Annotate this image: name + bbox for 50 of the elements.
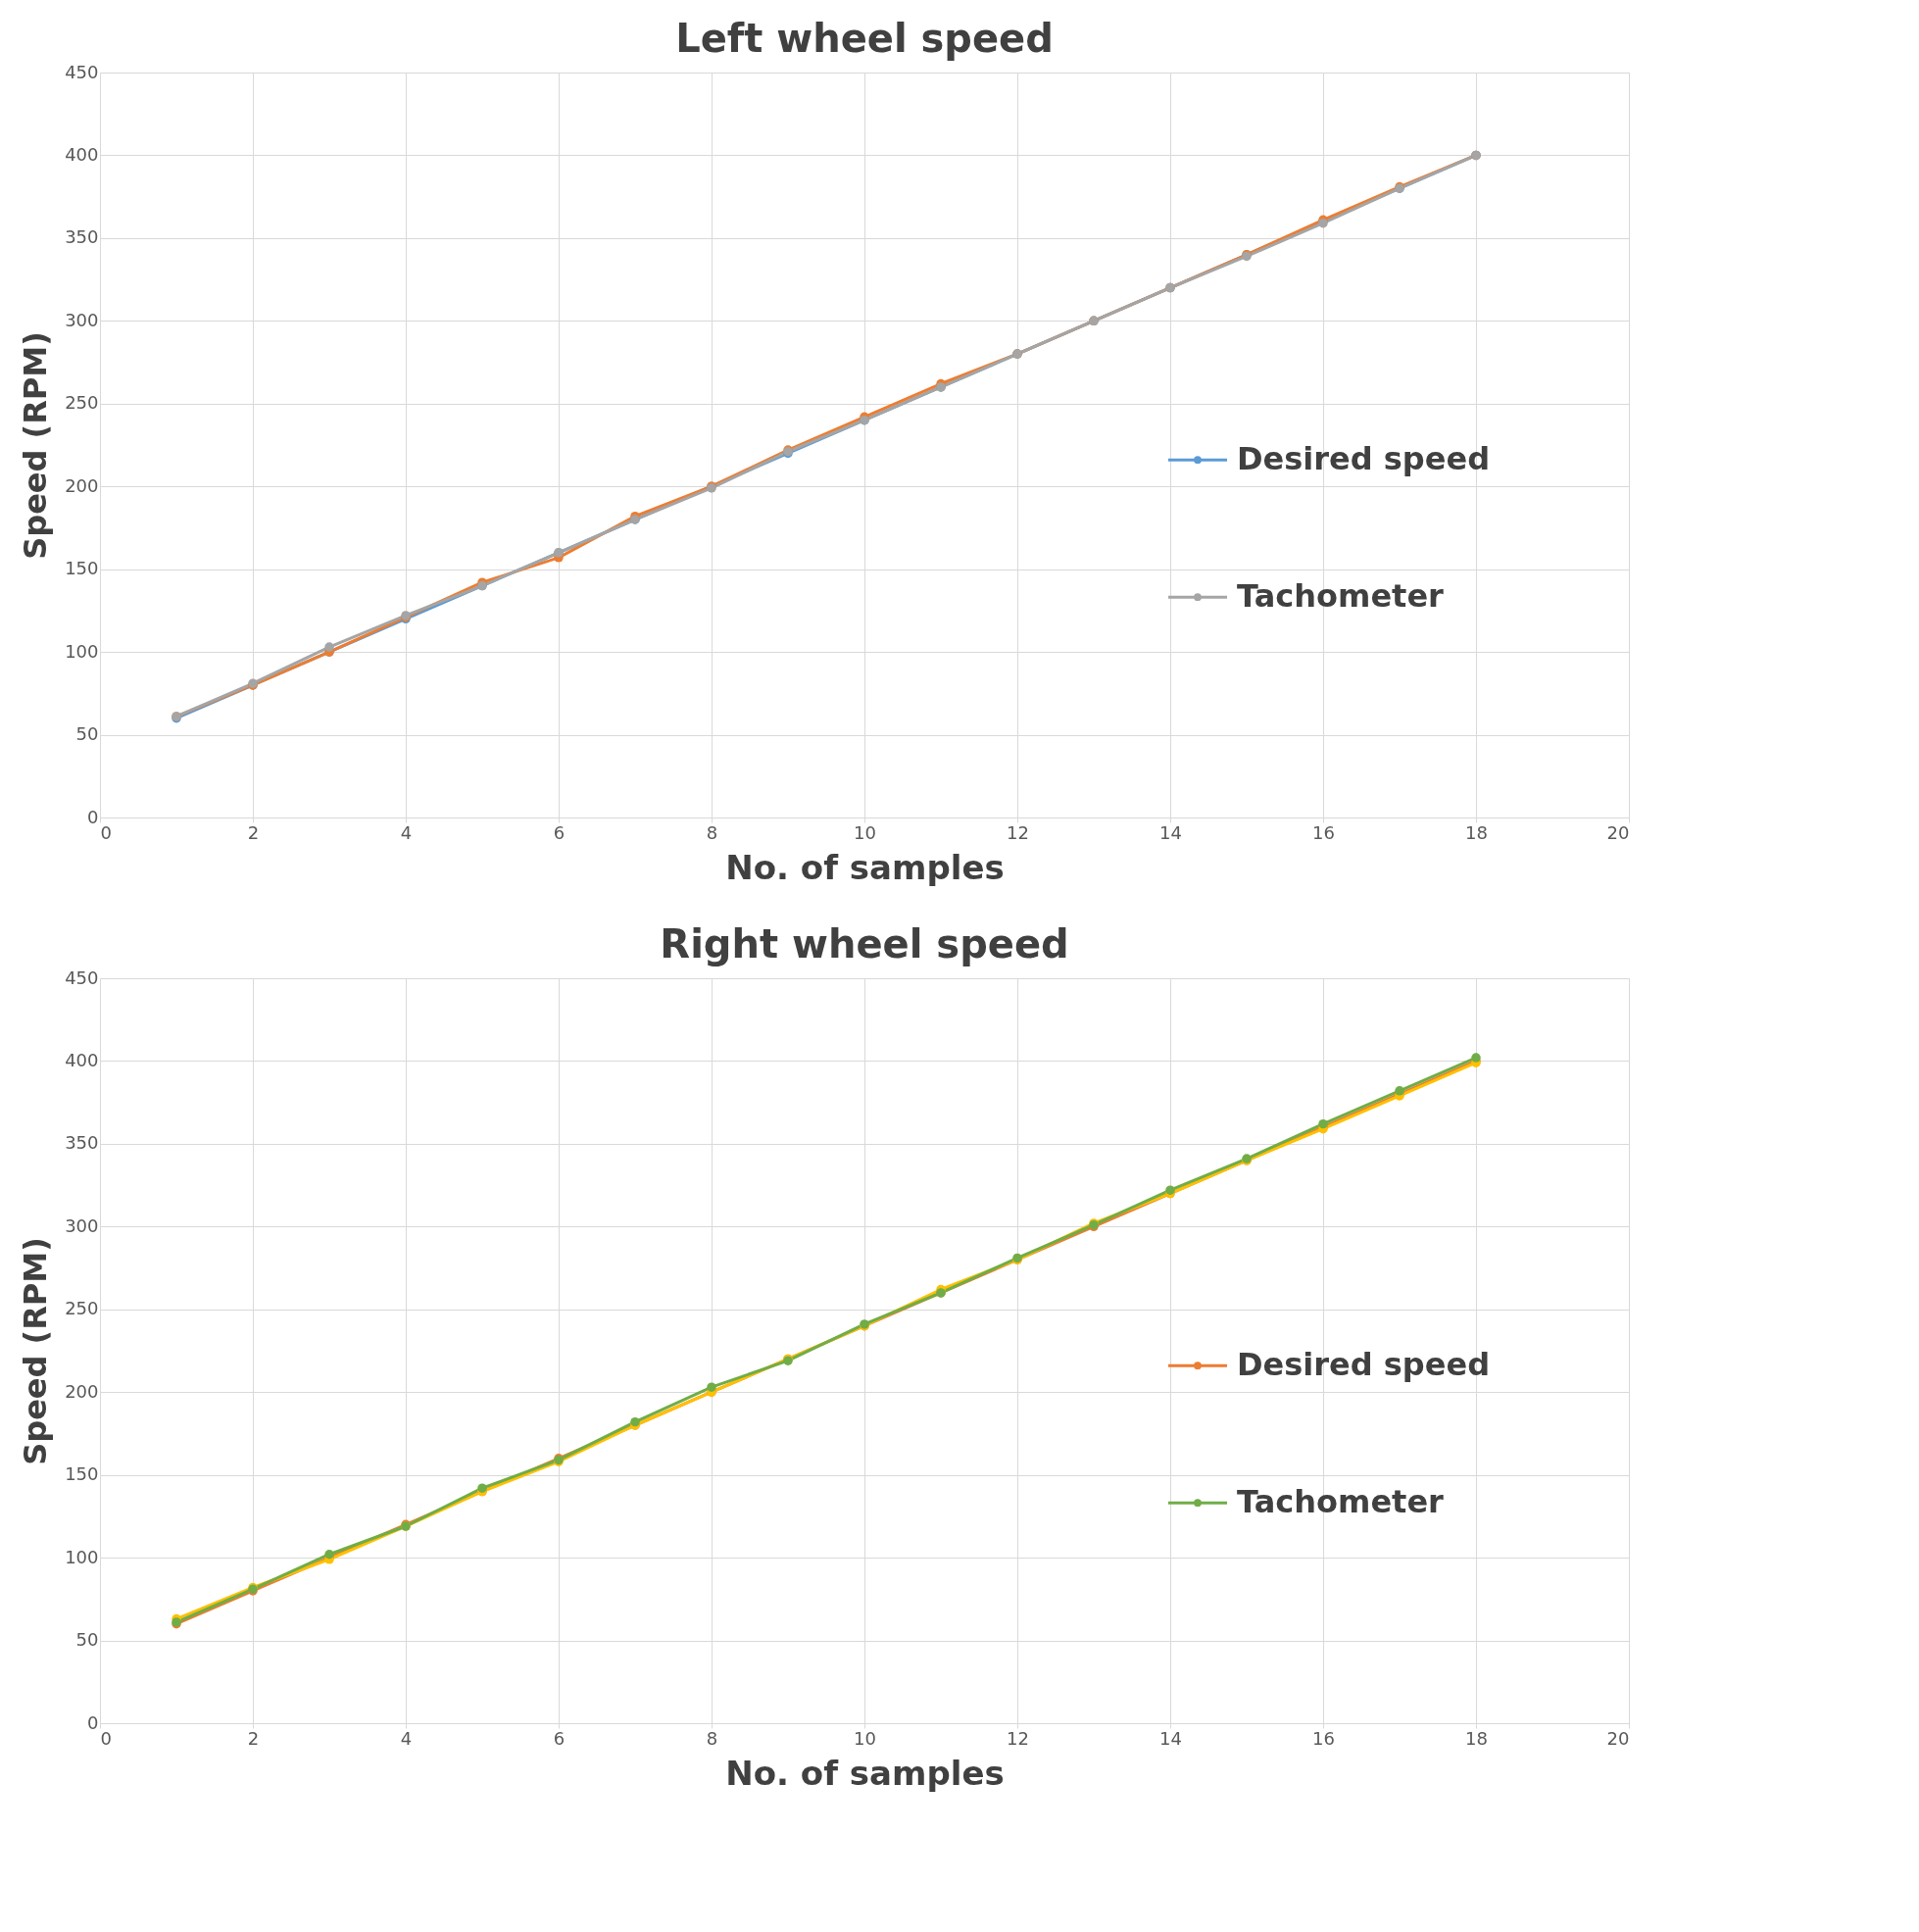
y-tick-label: 350 [65, 226, 99, 248]
x-tick-label: 6 [553, 1727, 566, 1749]
chart-title: Left wheel speed [675, 16, 1054, 61]
y-tick-label: 350 [65, 1132, 99, 1154]
x-tick-label: 2 [247, 821, 260, 843]
x-tick-label: 8 [706, 1727, 718, 1749]
y-tick-label: 450 [65, 966, 99, 988]
legend-label: Tachometer [1237, 577, 1445, 616]
y-axis-title: Speed (RPM) [17, 331, 55, 560]
x-tick-label: 20 [1606, 821, 1630, 843]
x-tick-label: 12 [1007, 821, 1029, 843]
legend-label: Desired speed [1237, 1346, 1491, 1384]
x-axis-title: No. of samples [725, 847, 1005, 887]
legend-label: Desired speed [1237, 440, 1491, 478]
y-tick-label: 200 [65, 474, 99, 496]
y-tick-label: 200 [65, 1380, 99, 1402]
x-tick-label: 16 [1312, 821, 1335, 843]
y-tick-label: 50 [75, 723, 99, 745]
y-tick-label: 250 [65, 1298, 99, 1319]
y-tick-label: 400 [65, 143, 99, 165]
x-tick-label: 6 [553, 821, 566, 843]
x-tick-label: 14 [1159, 821, 1182, 843]
x-tick-label: 10 [854, 1727, 876, 1749]
y-tick-label: 300 [65, 309, 99, 330]
y-tick-label: 150 [65, 558, 99, 579]
x-tick-label: 4 [400, 1727, 413, 1749]
x-tick-label: 10 [854, 821, 876, 843]
y-tick-label: 300 [65, 1214, 99, 1236]
x-tick-label: 18 [1465, 821, 1488, 843]
x-tick-label: 14 [1159, 1727, 1182, 1749]
x-tick-label: 16 [1312, 1727, 1335, 1749]
y-tick-label: 100 [65, 1546, 99, 1567]
y-tick-label: 400 [65, 1049, 99, 1070]
y-axis-title: Speed (RPM) [17, 1237, 55, 1465]
x-tick-label: 2 [247, 1727, 260, 1749]
x-axis-title: No. of samples [725, 1753, 1005, 1793]
y-tick-label: 0 [87, 806, 99, 827]
x-tick-label: 8 [706, 821, 718, 843]
x-tick-label: 18 [1465, 1727, 1488, 1749]
x-tick-label: 4 [400, 821, 413, 843]
x-tick-label: 20 [1606, 1727, 1630, 1749]
y-tick-label: 150 [65, 1463, 99, 1485]
chart-title: Right wheel speed [660, 921, 1069, 966]
y-tick-label: 0 [87, 1711, 99, 1733]
legend-label: Tachometer [1237, 1483, 1445, 1521]
y-tick-label: 100 [65, 640, 99, 662]
y-tick-label: 50 [75, 1629, 99, 1651]
y-tick-label: 250 [65, 392, 99, 414]
y-tick-label: 450 [65, 61, 99, 82]
x-tick-label: 12 [1007, 1727, 1029, 1749]
